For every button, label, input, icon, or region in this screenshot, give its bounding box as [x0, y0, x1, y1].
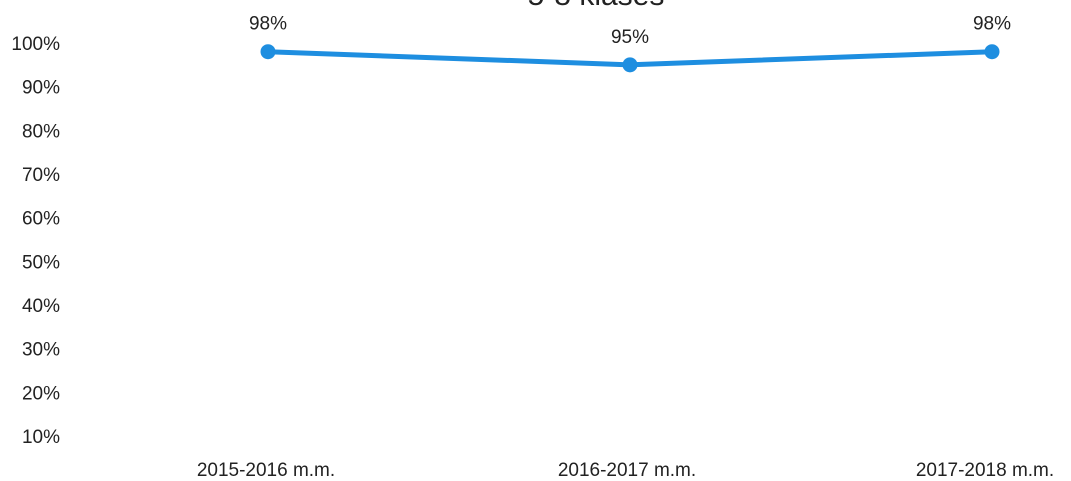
x-tick-label: 2017-2018 m.m.: [916, 460, 1054, 481]
data-point: [984, 44, 1000, 60]
y-tick-label: 10%: [22, 427, 60, 448]
y-tick-label: 20%: [22, 383, 60, 404]
y-tick-label: 60%: [22, 209, 60, 230]
y-tick-label: 80%: [22, 121, 60, 142]
y-tick-label: 100%: [11, 34, 60, 55]
series-group: [260, 44, 1000, 73]
data-label: 98%: [973, 14, 1011, 35]
y-axis: 100% 90% 80% 70% 60% 50% 40% 30% 20% 10%: [11, 34, 60, 448]
x-tick-label: 2015-2016 m.m.: [197, 460, 335, 481]
data-label: 95%: [611, 27, 649, 48]
x-tick-label: 2016-2017 m.m.: [558, 460, 696, 481]
y-tick-label: 40%: [22, 296, 60, 317]
y-tick-label: 70%: [22, 165, 60, 186]
chart-title: 5-8 klasės: [528, 0, 665, 12]
data-label: 98%: [249, 14, 287, 35]
data-point: [622, 57, 638, 73]
data-point: [260, 44, 276, 60]
x-axis: 2015-2016 m.m. 2016-2017 m.m. 2017-2018 m.…: [197, 460, 1054, 481]
data-labels: 98% 95% 98%: [249, 14, 1011, 48]
y-tick-label: 30%: [22, 340, 60, 361]
y-tick-label: 90%: [22, 78, 60, 99]
y-tick-label: 50%: [22, 252, 60, 273]
